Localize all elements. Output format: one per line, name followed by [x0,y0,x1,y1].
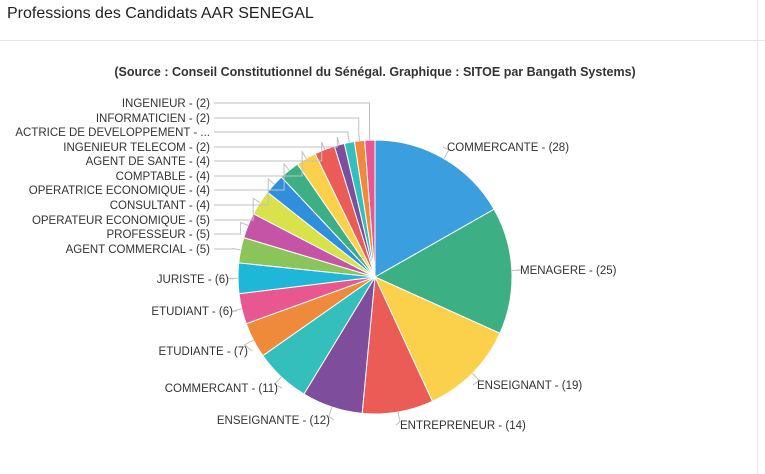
slice-label: OPERATRICE ECONOMIQUE - (4) [29,185,210,197]
slice-label: PROFESSEUR - (5) [106,229,210,241]
slice-label: INFORMATICIEN - (2) [96,113,210,125]
leader-line [214,162,290,191]
leader-line [214,177,275,206]
leader-line [214,197,261,221]
slice-labels: COMMERCANTE - (28) MENAGERE - (25) ENSEIGN… [15,98,616,432]
leader-line [214,149,307,177]
leader-line [214,102,371,141]
leader-line [243,339,254,352]
slice-label: AGENT DE SANTE - (4) [86,156,211,168]
leader-line [214,221,249,235]
slice-label: INGENIEUR - (2) [122,98,210,110]
pie-slice[interactable] [373,275,501,403]
slice-label: AGENT COMMERCIAL - (5) [66,244,211,256]
leader-line [214,141,326,162]
pie-slice[interactable] [374,139,495,278]
leader-line [214,247,241,251]
leader-lines [214,102,522,426]
leader-line [511,269,522,272]
chart-title: (Source : Conseil Constitutionnel du Sén… [114,65,635,79]
slice-label: ETUDIANTE - (7) [159,346,249,358]
slice-label: COMMERCANT - (11) [165,383,278,395]
pie-slices [237,139,513,415]
panel-border [757,0,758,474]
slice-label: CONSULTANT - (4) [110,200,210,212]
slice-label: ACTRICE DE DEVELOPPEMENT - ... [15,127,210,139]
leader-line [227,277,239,280]
leader-line [442,146,450,159]
slice-label: OPERATEUR ECONOMIQUE - (5) [32,215,210,227]
slice-label: MENAGERE - (25) [520,265,617,277]
leader-line [273,376,283,389]
leader-line [471,373,481,386]
slice-label: COMMERCANTE - (28) [447,142,569,154]
leader-line [328,406,335,421]
chart-header: Professions des Candidats AAR SENEGAL [0,0,765,41]
leader-line [214,131,350,143]
leader-line [395,411,401,426]
slice-label: COMPTABLE - (4) [116,171,211,183]
leader-line [214,117,361,141]
slice-label: ENTREPRENEUR - (14) [400,420,526,432]
leader-line [231,308,242,312]
slice-label: ENSEIGNANTE - (12) [217,415,330,427]
slice-label: ETUDIANT - (6) [151,306,233,318]
slice-label: ENSEIGNANT - (19) [477,380,582,392]
page-title: Professions des Candidats AAR SENEGAL [7,5,314,22]
slice-label: JURISTE - (6) [157,274,229,286]
slice-label: INGENIEUR TELECOM - (2) [63,142,210,154]
leader-line [214,136,340,148]
